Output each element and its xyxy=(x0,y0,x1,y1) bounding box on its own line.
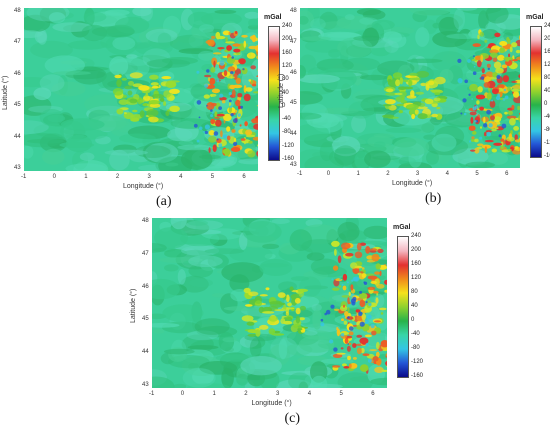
x-tick-label: 3 xyxy=(276,391,279,397)
gravity-anomaly-map xyxy=(152,218,387,388)
x-tick-label: 1 xyxy=(356,171,359,177)
y-tick-label: 43 xyxy=(142,382,149,388)
y-axis-title: Latitude (°) xyxy=(278,74,285,108)
y-tick-label: 47 xyxy=(142,251,149,257)
colorbar-tick-label: 240 xyxy=(411,233,421,239)
colorbar-tick-label: 0 xyxy=(411,317,414,323)
x-tick-label: 0 xyxy=(327,171,330,177)
y-tick-label: 46 xyxy=(142,284,149,290)
y-tick-label: 43 xyxy=(14,165,21,171)
colorbar-unit: mGal xyxy=(393,224,411,231)
colorbar xyxy=(397,236,409,378)
y-tick-label: 43 xyxy=(290,162,297,168)
y-tick-label: 44 xyxy=(14,134,21,140)
colorbar-tick-label: -80 xyxy=(544,127,550,133)
x-axis-title: Longitude (°) xyxy=(123,183,163,190)
y-tick-label: 46 xyxy=(14,71,21,77)
colorbar-tick-label: 200 xyxy=(411,247,421,253)
panel-label: (c) xyxy=(285,411,301,427)
x-tick-label: 4 xyxy=(446,171,449,177)
x-tick-label: 1 xyxy=(84,174,87,180)
x-tick-label: 4 xyxy=(179,174,182,180)
x-tick-label: 5 xyxy=(211,174,214,180)
x-tick-label: -1 xyxy=(149,391,154,397)
x-tick-label: 2 xyxy=(244,391,247,397)
gravity-anomaly-map xyxy=(300,8,520,168)
colorbar-tick-label: 40 xyxy=(411,303,418,309)
y-tick-label: 48 xyxy=(142,218,149,224)
colorbar-tick-label: -120 xyxy=(411,359,423,365)
x-tick-label: -1 xyxy=(21,174,26,180)
colorbar-tick-label: -160 xyxy=(411,373,423,379)
x-tick-label: 6 xyxy=(371,391,374,397)
colorbar-tick-label: 120 xyxy=(544,62,550,68)
y-tick-label: 47 xyxy=(14,39,21,45)
x-tick-label: 3 xyxy=(147,174,150,180)
y-tick-label: 48 xyxy=(290,8,297,14)
colorbar-tick-label: 40 xyxy=(544,88,550,94)
colorbar-tick-label: -40 xyxy=(411,331,420,337)
x-tick-label: 6 xyxy=(242,174,245,180)
x-tick-label: 2 xyxy=(116,174,119,180)
colorbar-tick-label: -80 xyxy=(411,345,420,351)
x-tick-label: 0 xyxy=(53,174,56,180)
colorbar-tick-label: 80 xyxy=(411,289,418,295)
colorbar-tick-label: 120 xyxy=(411,275,421,281)
colorbar-unit: mGal xyxy=(526,14,544,21)
gravity-anomaly-map xyxy=(24,8,258,171)
y-tick-label: 47 xyxy=(290,39,297,45)
x-tick-label: 6 xyxy=(505,171,508,177)
x-tick-label: 0 xyxy=(181,391,184,397)
colorbar-tick-label: 160 xyxy=(544,49,550,55)
y-tick-label: 45 xyxy=(142,316,149,322)
y-tick-label: 48 xyxy=(14,8,21,14)
y-tick-label: 44 xyxy=(142,349,149,355)
colorbar-tick-label: -40 xyxy=(544,114,550,120)
colorbar-tick-label: 240 xyxy=(544,23,550,29)
y-tick-label: 46 xyxy=(290,70,297,76)
y-tick-label: 44 xyxy=(290,131,297,137)
colorbar-tick-label: -160 xyxy=(544,153,550,159)
colorbar xyxy=(530,26,542,158)
x-tick-label: -1 xyxy=(297,171,302,177)
y-axis-title: Latitude (°) xyxy=(130,289,137,323)
x-tick-label: 4 xyxy=(308,391,311,397)
x-tick-label: 3 xyxy=(416,171,419,177)
panel-label: (a) xyxy=(156,194,172,210)
y-tick-label: 45 xyxy=(14,102,21,108)
colorbar-tick-label: -120 xyxy=(544,140,550,146)
x-axis-title: Longitude (°) xyxy=(252,400,292,407)
colorbar-tick-label: 0 xyxy=(544,101,547,107)
colorbar-tick-label: 200 xyxy=(544,36,550,42)
x-tick-label: 2 xyxy=(386,171,389,177)
y-axis-title: Latitude (°) xyxy=(2,75,9,109)
y-tick-label: 45 xyxy=(290,100,297,106)
x-tick-label: 1 xyxy=(213,391,216,397)
panel-label: (b) xyxy=(425,191,441,207)
colorbar-tick-label: 160 xyxy=(411,261,421,267)
x-tick-label: 5 xyxy=(475,171,478,177)
colorbar-tick-label: 80 xyxy=(544,75,550,81)
x-tick-label: 5 xyxy=(340,391,343,397)
x-axis-title: Longitude (°) xyxy=(392,180,432,187)
